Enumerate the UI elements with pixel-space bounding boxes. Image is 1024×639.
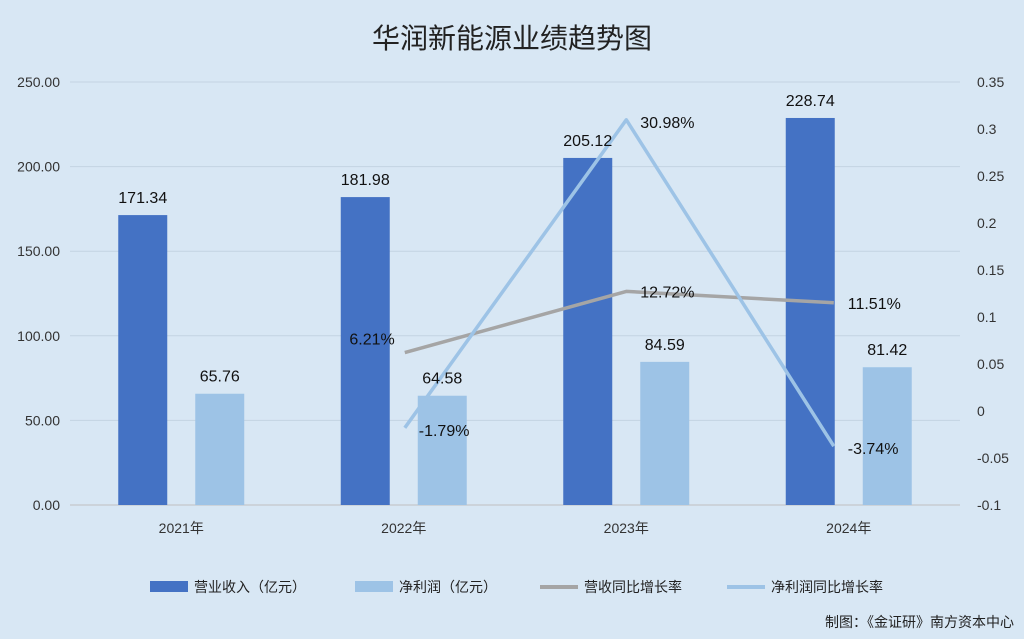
bar-data-label: 84.59 [645, 337, 685, 354]
x-tick-label: 2021年 [159, 520, 204, 536]
bar [862, 367, 912, 505]
bar [340, 197, 390, 505]
y-tick-left: 150.00 [17, 243, 60, 259]
y-tick-right: 0.2 [977, 215, 997, 231]
bar [417, 395, 467, 505]
line-data-label: 6.21% [349, 332, 394, 349]
y-tick-right: 0.1 [977, 309, 997, 325]
legend-label: 净利润（亿元） [399, 580, 497, 596]
y-tick-right: 0 [977, 403, 985, 419]
legend-swatch [355, 581, 393, 592]
x-tick-label: 2024年 [826, 520, 871, 536]
y-tick-left: 0.00 [33, 497, 60, 513]
bar-data-label: 65.76 [200, 369, 240, 386]
legend-label: 营业收入（亿元） [194, 580, 306, 596]
bar-data-label: 81.42 [867, 342, 907, 359]
y-tick-left: 100.00 [17, 328, 60, 344]
x-tick-label: 2022年 [381, 520, 426, 536]
bar-data-label: 181.98 [341, 172, 390, 189]
y-tick-left: 50.00 [25, 412, 60, 428]
line-data-label: 12.72% [640, 284, 694, 301]
y-tick-right: -0.05 [977, 450, 1009, 466]
bar-data-label: 205.12 [563, 133, 612, 150]
y-tick-right: 0.05 [977, 356, 1004, 372]
lines [403, 118, 836, 448]
y-tick-right: 0.25 [977, 168, 1004, 184]
y-axis-left: 0.00 50.00 100.00 150.00 200.00 250.00 [17, 74, 60, 513]
bar [563, 157, 613, 506]
x-tick-label: 2023年 [604, 520, 649, 536]
y-axis-right: -0.1 -0.05 0 0.05 0.1 0.15 0.2 0.25 0.3 0.35 [977, 74, 1009, 513]
data-labels: 171.34 181.98 205.12 228.74 65.76 64.58 84.59 8… [118, 93, 907, 458]
legend-label: 营收同比增长率 [584, 579, 682, 596]
bars [118, 117, 912, 506]
series-line [403, 118, 836, 448]
legend: 营业收入（亿元） 净利润（亿元） 营收同比增长率 净利润同比增长率 [150, 579, 883, 596]
y-tick-right: 0.15 [977, 262, 1004, 278]
y-tick-right: 0.3 [977, 121, 997, 137]
bar [195, 393, 245, 505]
bar [640, 361, 690, 505]
line-data-label: -3.74% [848, 441, 899, 458]
line-data-label: -1.79% [419, 423, 470, 440]
series-line [404, 289, 834, 355]
legend-swatch [150, 581, 188, 592]
line-data-label: 11.51% [848, 296, 901, 313]
y-tick-right: -0.1 [977, 497, 1001, 513]
bar [785, 117, 835, 505]
legend-label: 净利润同比增长率 [771, 579, 883, 596]
source-credit: 制图：《金证研》南方资本中心 [825, 615, 1014, 631]
y-tick-right: 0.35 [977, 74, 1004, 90]
chart-title: 华润新能源业绩趋势图 [372, 22, 652, 55]
bar-data-label: 228.74 [786, 93, 835, 110]
bar [118, 215, 168, 505]
y-tick-left: 200.00 [17, 159, 60, 175]
x-axis: 2021年 2022年 2023年 2024年 [70, 504, 960, 536]
y-tick-left: 250.00 [17, 74, 60, 90]
bar-data-label: 171.34 [118, 190, 167, 207]
bar-data-label: 64.58 [422, 371, 462, 388]
line-data-label: 30.98% [640, 115, 694, 132]
